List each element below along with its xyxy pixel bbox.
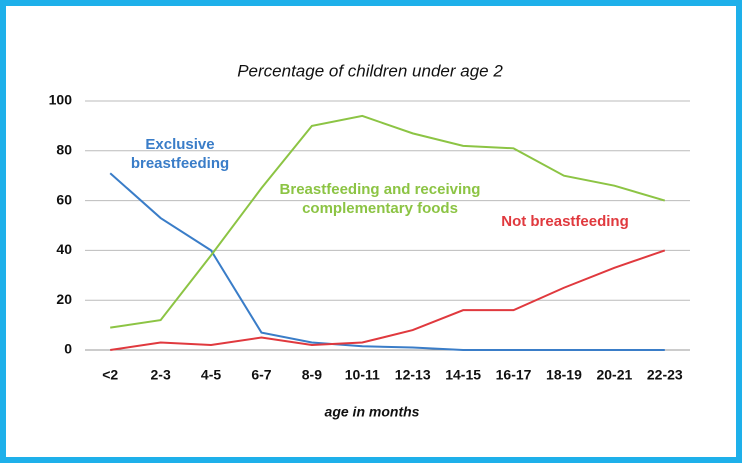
x-tick-label: 12-13 [395, 367, 431, 383]
x-tick-label: 18-19 [546, 367, 582, 383]
y-tick-label: 60 [56, 191, 72, 207]
y-tick-label: 40 [56, 241, 72, 257]
y-tick-label: 80 [56, 142, 72, 158]
x-tick-label: 20-21 [596, 367, 632, 383]
x-tick-label: 14-15 [445, 367, 481, 383]
chart-title: Percentage of children under age 2 [237, 61, 503, 80]
x-tick-label: 10-11 [345, 367, 380, 383]
x-tick-label: 16-17 [496, 367, 532, 383]
series-line [109, 172, 665, 351]
x-tick-label: <2 [102, 367, 118, 383]
x-tick-label: 4-5 [201, 367, 221, 383]
series-label: Exclusive breastfeeding [130, 136, 230, 172]
x-tick-label: 2-3 [151, 367, 171, 383]
y-tick-label: 20 [56, 291, 72, 307]
x-tick-label: 6-7 [251, 367, 271, 383]
series-label: Breastfeeding and receiving complementar… [279, 181, 481, 217]
x-axis-label: age in months [325, 404, 420, 420]
series-label: Not breastfeeding [501, 213, 629, 230]
x-tick-label: 8-9 [302, 367, 322, 383]
y-tick-label: 100 [49, 92, 73, 108]
y-tick-label: 0 [64, 341, 72, 357]
series-line [110, 114, 666, 329]
x-tick-label: 22-23 [647, 367, 683, 383]
series-line [110, 249, 666, 351]
